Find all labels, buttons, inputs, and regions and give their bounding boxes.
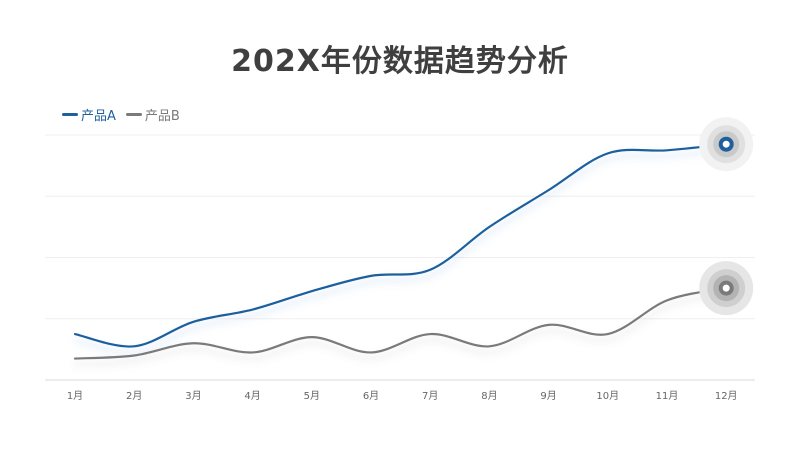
data-point <box>132 344 136 348</box>
x-tick-label: 11月 <box>656 390 679 402</box>
data-point <box>191 320 195 324</box>
x-tick-label: 3月 <box>185 390 201 402</box>
x-tick-label: 4月 <box>244 390 260 402</box>
data-point <box>191 341 195 345</box>
legend-swatch-series-a <box>62 113 78 116</box>
data-point <box>251 350 255 354</box>
x-tick-label: 7月 <box>422 390 438 402</box>
legend-label-series-a: 产品A <box>81 109 116 124</box>
data-point <box>310 289 314 293</box>
data-point <box>428 332 432 336</box>
legend-item-series-b[interactable]: 产品B <box>125 105 180 124</box>
x-tick-label: 9月 <box>540 390 556 402</box>
marker-dot <box>718 280 734 296</box>
data-point <box>369 274 373 278</box>
legend-swatch-series-b <box>125 113 142 116</box>
data-point <box>251 308 255 312</box>
data-point <box>487 225 491 229</box>
x-tick-label: 5月 <box>304 390 320 402</box>
data-point <box>606 332 610 336</box>
data-point <box>73 357 77 361</box>
x-tick-labels: 1月 2月 3月 4月 5月 6月 7月 8月 9月 10月 11月 12月 <box>67 390 738 402</box>
x-tick-label: 6月 <box>363 390 379 402</box>
data-point <box>369 350 373 354</box>
x-tick-label: 1月 <box>67 390 83 402</box>
data-point <box>665 148 669 152</box>
legend-label-series-b: 产品B <box>144 109 180 124</box>
data-point <box>547 323 551 327</box>
legend: 产品A 产品B <box>62 105 180 124</box>
x-tick-label: 12月 <box>715 390 738 402</box>
data-point <box>132 354 136 358</box>
end-marker-series-b[interactable] <box>699 261 754 316</box>
x-tick-label: 2月 <box>126 390 142 402</box>
data-point <box>428 268 432 272</box>
series-b <box>73 261 754 361</box>
series-a <box>73 117 754 348</box>
data-point <box>310 335 314 339</box>
data-point <box>487 344 491 348</box>
series-layer <box>73 117 754 361</box>
data-point <box>547 188 551 192</box>
end-marker-series-a[interactable] <box>699 117 754 172</box>
x-tick-label: 10月 <box>596 390 619 402</box>
marker-dot <box>718 136 734 152</box>
gridlines <box>45 134 755 320</box>
legend-item-series-a[interactable]: 产品A <box>62 105 116 124</box>
series-line-series-b <box>73 287 728 360</box>
data-point <box>606 151 610 155</box>
chart-title: 202X年份数据趋势分析 <box>231 44 569 79</box>
x-tick-label: 8月 <box>481 390 497 402</box>
data-point <box>73 332 77 336</box>
data-point <box>665 298 669 302</box>
series-line-series-a <box>73 143 728 348</box>
